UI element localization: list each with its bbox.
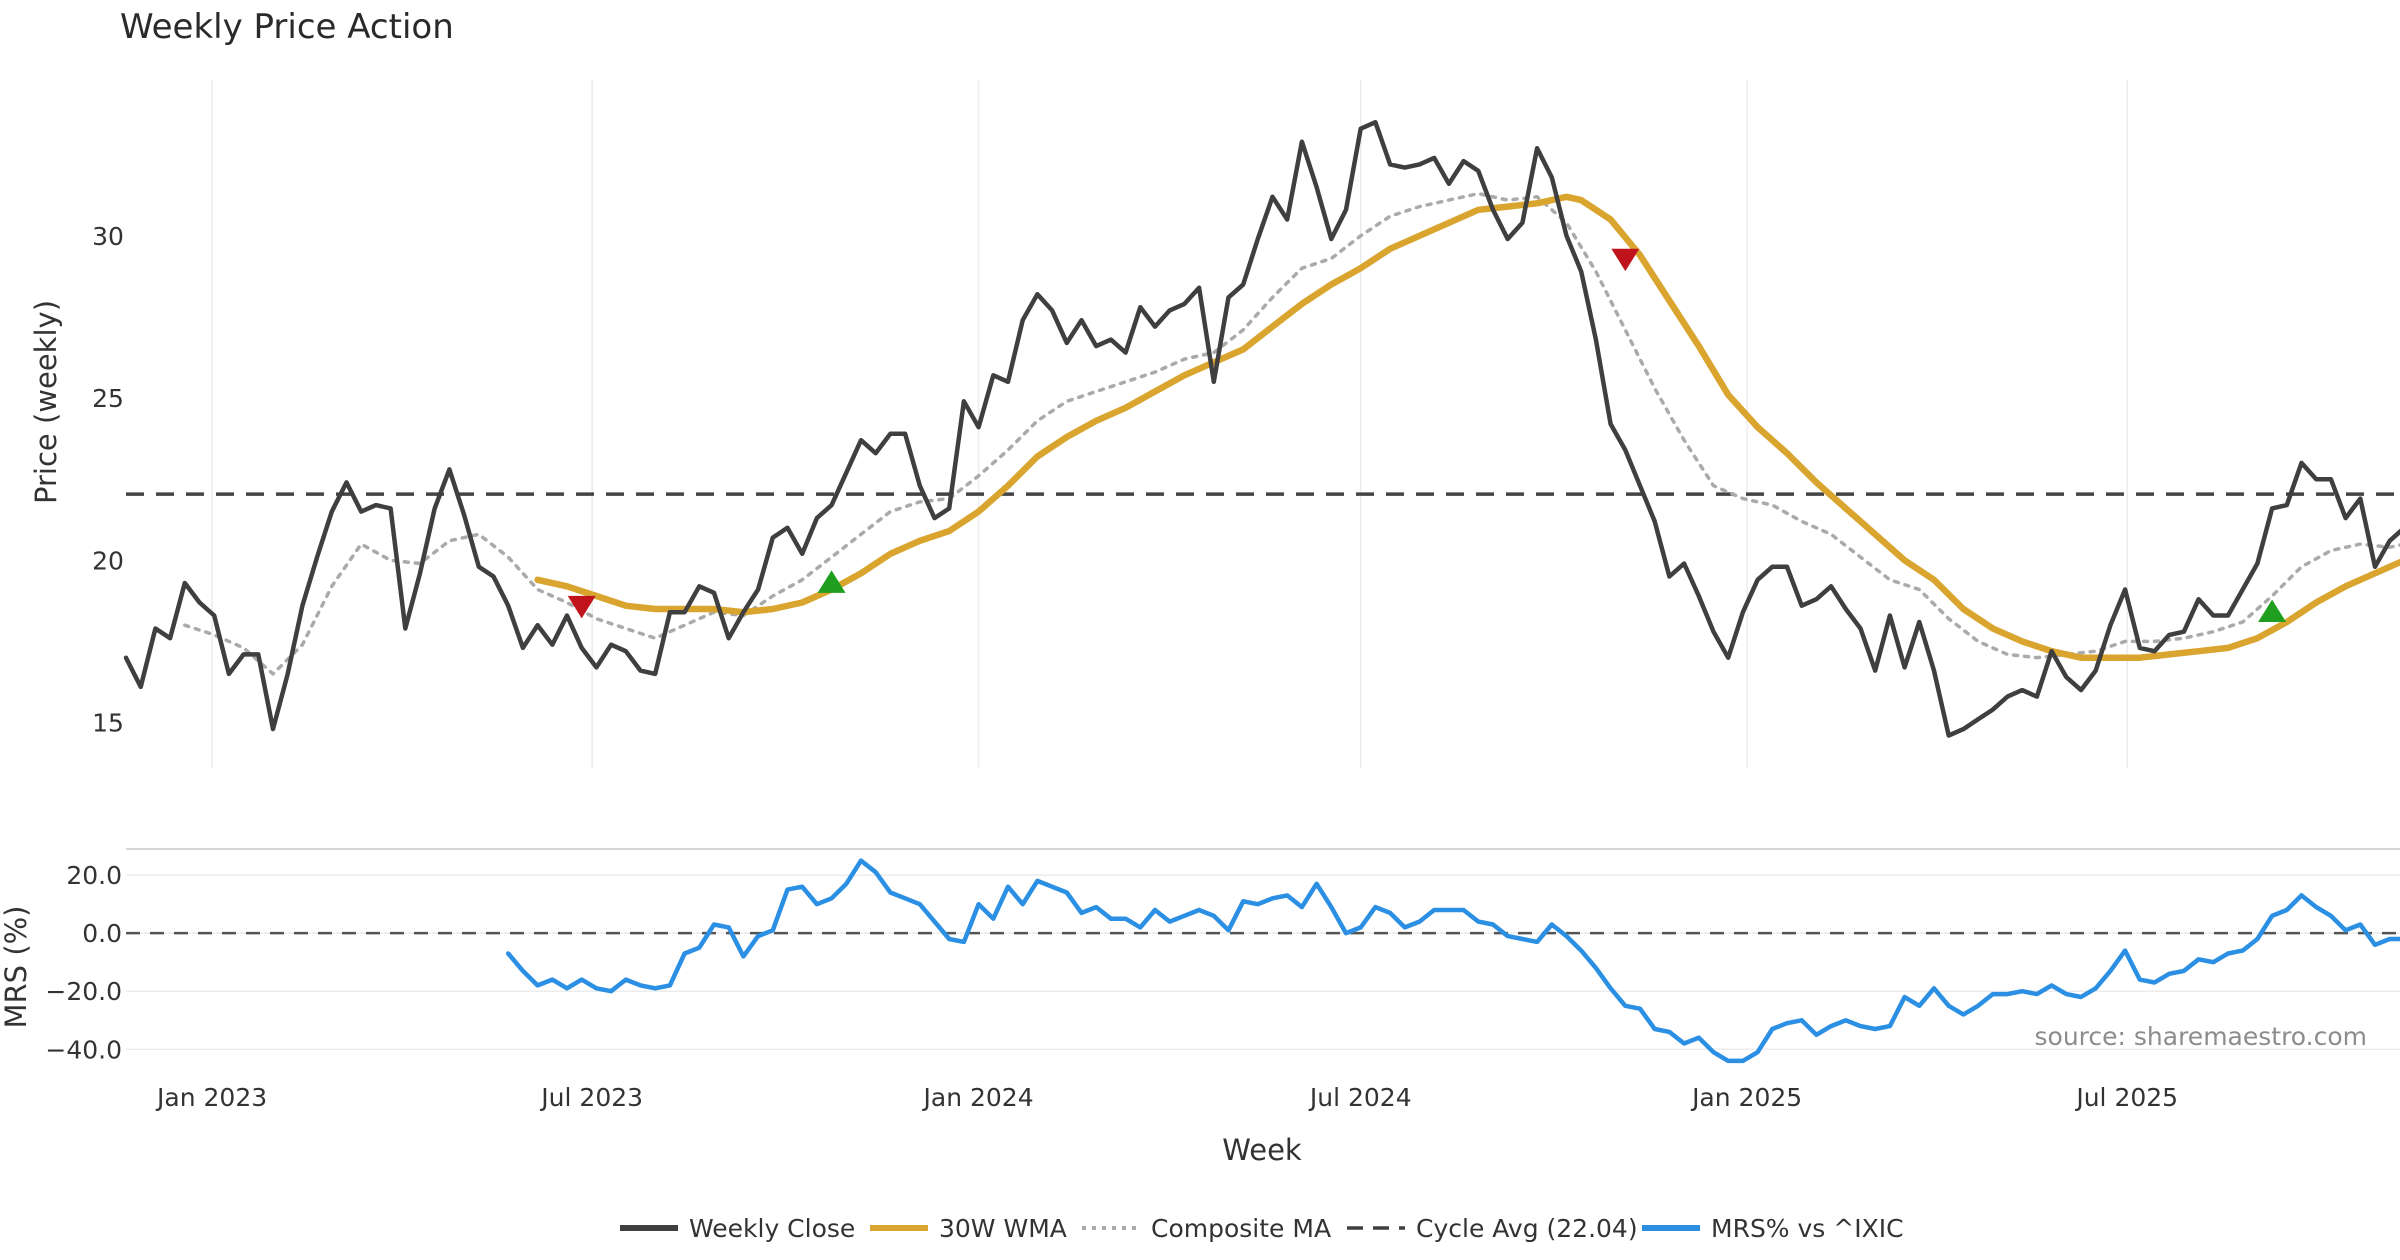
price-grid (211, 80, 2128, 768)
legend-label: Weekly Close (689, 1214, 855, 1243)
mrs-y-tick: −20.0 (45, 977, 122, 1006)
x-tick: Jul 2023 (539, 1083, 643, 1112)
mrs-y-ticks: 20.0 0.0 −20.0 −40.0 (45, 861, 122, 1064)
mrs-y-tick: −40.0 (45, 1035, 122, 1064)
30w-wma-line (534, 193, 2400, 661)
mrs-y-tick: 0.0 (82, 919, 122, 948)
legend-label: Cycle Avg (22.04) (1416, 1214, 1638, 1243)
chart-title: Weekly Price Action (120, 7, 454, 47)
price-y-tick: 15 (92, 709, 124, 738)
legend: Weekly Close 30W WMA Composite MA Cycle Avg… (620, 1214, 1904, 1243)
price-y-tick: 30 (92, 222, 124, 251)
sell-signal-marker-0 (567, 595, 596, 619)
x-axis-ticks: Jan 2023 Jul 2023 Jan 2024 Jul 2024 Jan 2025… (155, 1083, 2178, 1112)
signal-markers (567, 248, 2287, 623)
price-y-ticks: 15 20 25 30 (92, 222, 124, 738)
price-y-axis-label: Price (weekly) (29, 300, 63, 504)
buy-signal-marker-3 (2258, 599, 2287, 623)
x-tick: Jan 2025 (1690, 1083, 1802, 1112)
buy-signal-marker-1 (817, 570, 846, 593)
x-tick: Jan 2023 (155, 1083, 267, 1112)
legend-label: MRS% vs ^IXIC (1711, 1214, 1904, 1243)
x-tick: Jul 2024 (1308, 1083, 1412, 1112)
price-y-tick: 25 (92, 384, 124, 413)
price-y-tick: 20 (92, 546, 124, 575)
mrs-y-axis-label: MRS (%) (0, 906, 33, 1029)
x-tick: Jan 2024 (922, 1083, 1034, 1112)
x-axis-label: Week (1222, 1133, 1302, 1167)
mrs-y-tick: 20.0 (66, 861, 122, 890)
legend-label: Composite MA (1151, 1214, 1331, 1243)
legend-label: 30W WMA (939, 1214, 1067, 1243)
weekly-close-line (123, 119, 2400, 738)
mrs-series (505, 858, 2400, 1064)
composite-ma-line (183, 191, 2400, 676)
source-note: source: sharemaestro.com (2035, 1022, 2368, 1051)
price-series (123, 119, 2400, 738)
mrs-line (505, 858, 2400, 1064)
sell-signal-marker-2 (1611, 248, 1640, 272)
x-tick: Jul 2025 (2074, 1083, 2178, 1112)
